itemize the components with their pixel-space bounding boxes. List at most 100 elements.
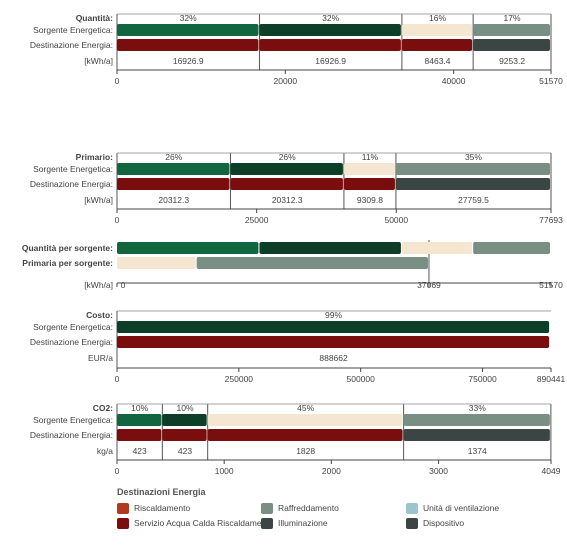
legend: Destinazioni Energia Riscaldamento Raffr… (117, 487, 557, 547)
value-label: 20312.3 (272, 195, 303, 205)
tick-label: 4049 (542, 466, 561, 476)
tick-label: 50000 (384, 215, 408, 225)
bar-segment (117, 178, 230, 190)
row-label: Destinazione Energia: (30, 179, 113, 189)
percent-label: 32% (180, 13, 197, 23)
bar-segment (196, 257, 428, 269)
tick-label: 0 (121, 280, 126, 290)
bar-segment (117, 414, 162, 426)
unit-label: [kWh/a] (84, 56, 113, 66)
bar-segment (473, 24, 551, 36)
percent-label: 33% (469, 403, 486, 413)
tick-label: 0 (115, 76, 120, 86)
unit-label: EUR/a (88, 353, 113, 363)
tick-label: 890441 (537, 374, 566, 384)
row-label: Destinazione Energia: (30, 337, 113, 347)
row-label: Quantità per sorgente: (22, 243, 113, 253)
tick-label: 20000 (273, 76, 297, 86)
tick-label: 750000 (468, 374, 497, 384)
value-label: 16926.9 (315, 56, 346, 66)
bar-segment (207, 414, 403, 426)
value-label: 423 (133, 446, 147, 456)
value-label: 20312.3 (158, 195, 189, 205)
percent-label: 16% (429, 13, 446, 23)
bar-segment (259, 242, 401, 254)
tick-label: 2000 (322, 466, 341, 476)
value-label: 8463.4 (425, 56, 451, 66)
tick-label: 0 (115, 466, 120, 476)
bar-segment (473, 242, 551, 254)
bars-per-sorgente: Quantità per sorgente: Primaria per sorge… (22, 242, 551, 269)
bar-segment (117, 429, 162, 441)
value-label: 9253.2 (499, 56, 525, 66)
legend-swatch (261, 518, 273, 529)
percent-label: 10% (177, 403, 194, 413)
tick-label: 40000 (442, 76, 466, 86)
legend-swatch (406, 503, 418, 514)
bar-segment (207, 429, 403, 441)
tick-label: 0 (115, 215, 120, 225)
tick-label: 77693 (539, 215, 563, 225)
bar-segment (403, 414, 550, 426)
value-label: 27759.5 (458, 195, 489, 205)
bar-segment (117, 336, 550, 348)
bar-segment (117, 24, 259, 36)
row-label: Sorgente Energetica: (33, 25, 113, 35)
percent-label: 26% (165, 152, 182, 162)
percent-label: 35% (465, 152, 482, 162)
legend-swatch (261, 503, 273, 514)
chart-panel-quantita: Quantità: 32% 32% 16% 17% [kWh/a] 16926.9 16926… (76, 13, 563, 86)
bar-segment (259, 24, 401, 36)
value-label: 1828 (296, 446, 315, 456)
bar-segment (401, 242, 473, 254)
row-label: Destinazione Energia: (30, 40, 113, 50)
bar-segment (162, 429, 207, 441)
value-label: 1374 (468, 446, 487, 456)
bars-co2: Sorgente Energetica: Destinazione Energia… (30, 414, 550, 441)
percent-label: 99% (325, 310, 342, 320)
legend-label: Riscaldamento (134, 503, 191, 513)
bar-segment (230, 178, 343, 190)
value-label: 16926.9 (173, 56, 204, 66)
bars-quantita: Sorgente Energetica: Destinazione Energia… (30, 24, 551, 51)
legend-title: Destinazioni Energia (117, 487, 206, 497)
tick-label: 250000 (225, 374, 254, 384)
unit-label: [kWh/a] (84, 280, 113, 290)
bar-segment (117, 257, 196, 269)
bar-segment (403, 429, 550, 441)
bar-segment (117, 39, 259, 51)
bar-segment (401, 39, 473, 51)
legend-label: Illuminazione (278, 518, 328, 528)
legend-swatch (406, 518, 418, 529)
bars-costo: Sorgente Energetica: Destinazione Energia… (30, 321, 550, 348)
tick-label: 1000 (215, 466, 234, 476)
row-label: Sorgente Energetica: (33, 322, 113, 332)
tick-label: 51570 (539, 280, 563, 290)
value-label: 9309.8 (357, 195, 383, 205)
bar-segment (395, 163, 551, 175)
percent-label: 32% (322, 13, 339, 23)
unit-label: kg/a (97, 446, 113, 456)
tick-label: 500000 (347, 374, 376, 384)
row-label: Sorgente Energetica: (33, 164, 113, 174)
bar-segment (162, 414, 207, 426)
legend-label: Servizio Acqua Calda Riscaldamento (134, 518, 274, 528)
tick-label: 37069 (417, 280, 441, 290)
legend-swatch (117, 503, 129, 514)
unit-label: [kWh/a] (84, 195, 113, 205)
bar-segment (343, 178, 395, 190)
chart-title: CO2: (93, 403, 113, 413)
bar-segment (395, 178, 551, 190)
bar-segment (473, 39, 551, 51)
legend-label: Raffreddamento (278, 503, 339, 513)
percent-label: 11% (362, 152, 379, 162)
percent-label: 17% (504, 13, 521, 23)
bar-segment (230, 163, 343, 175)
legend-swatch (117, 518, 129, 529)
tick-label: 51570 (539, 76, 563, 86)
value-label: 423 (178, 446, 192, 456)
row-label: Destinazione Energia: (30, 430, 113, 440)
bar-segment (259, 39, 401, 51)
bar-segment (401, 24, 473, 36)
